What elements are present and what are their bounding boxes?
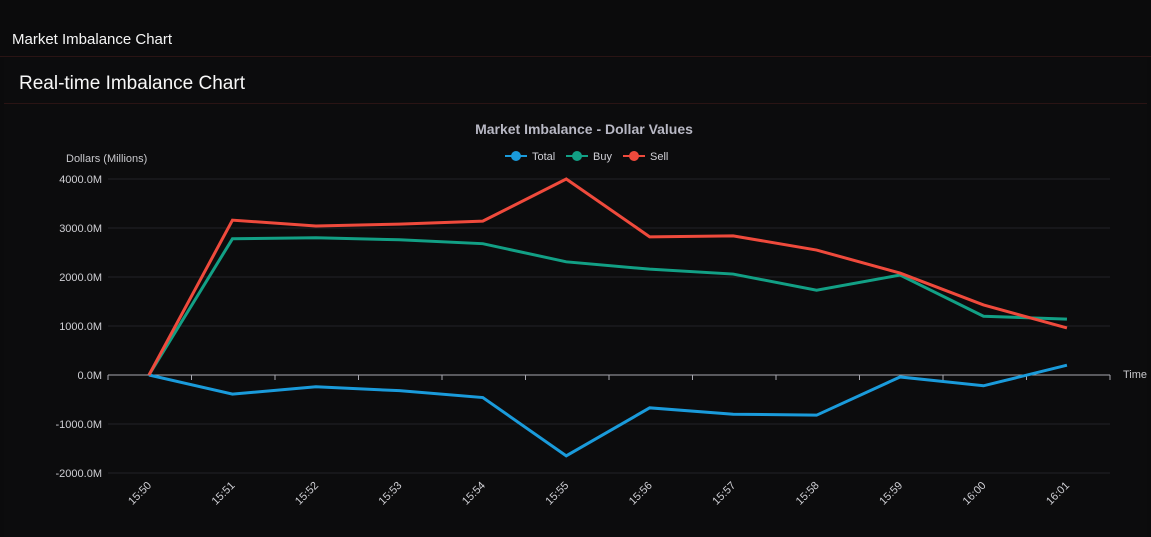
y-tick-label: 3000.0M <box>59 223 102 235</box>
legend-swatch-dot[interactable] <box>572 151 582 161</box>
x-tick-label: 15:52 <box>293 480 321 508</box>
x-tick-label: 15:51 <box>210 480 238 508</box>
x-tick-label: 15:56 <box>627 480 655 508</box>
gridlines <box>108 178 1110 474</box>
y-tick-label: 4000.0M <box>59 174 102 186</box>
card-header: Real-time Imbalance Chart <box>4 58 1147 104</box>
legend-label-buy[interactable]: Buy <box>593 151 612 163</box>
chart-title: Market Imbalance - Dollar Values <box>475 121 693 137</box>
legend-label-sell[interactable]: Sell <box>650 151 668 163</box>
app-header: Market Imbalance Chart <box>0 0 1151 57</box>
x-axis-title: Time <box>1123 369 1147 381</box>
legend-label-total[interactable]: Total <box>532 151 555 163</box>
x-tick-label: 15:55 <box>543 480 571 508</box>
y-tick-label: 1000.0M <box>59 321 102 333</box>
imbalance-line-chart: Market Imbalance - Dollar Values Dollars… <box>56 121 1147 508</box>
legend: Total Buy Sell <box>505 151 668 163</box>
chart-card: Real-time Imbalance Chart Market Imbalan… <box>4 58 1147 537</box>
app-title: Market Imbalance Chart <box>12 31 173 48</box>
x-tick-label: 15:57 <box>710 480 738 508</box>
y-axis-title: Dollars (Millions) <box>66 153 147 165</box>
card-title: Real-time Imbalance Chart <box>19 73 245 94</box>
x-tick-label: 15:58 <box>794 480 822 508</box>
series-line-total <box>148 363 1068 458</box>
legend-swatch-dot[interactable] <box>629 151 639 161</box>
series-lines <box>147 177 1068 458</box>
x-tick-label: 15:54 <box>460 480 488 508</box>
legend-swatch-dot[interactable] <box>511 151 521 161</box>
series-line-buy <box>147 236 1068 376</box>
x-tick-label: 15:50 <box>126 480 154 508</box>
y-tick-label: 2000.0M <box>59 272 102 284</box>
x-tick-label: 15:53 <box>377 480 405 508</box>
x-tick-label: 16:01 <box>1044 480 1072 508</box>
y-tick-label: -1000.0M <box>56 419 102 431</box>
series-line-sell <box>147 177 1068 376</box>
x-tick-label: 16:00 <box>961 480 989 508</box>
y-axis-ticks: -2000.0M -1000.0M 0.0M 1000.0M 2000.0M 3000.0… <box>56 174 102 480</box>
x-axis: 15:50 15:51 15:52 15:53 15:54 15:55 15:56 15:57… <box>107 374 1111 508</box>
y-tick-label: 0.0M <box>78 370 102 382</box>
x-tick-label: 15:59 <box>877 480 905 508</box>
y-tick-label: -2000.0M <box>56 468 102 480</box>
